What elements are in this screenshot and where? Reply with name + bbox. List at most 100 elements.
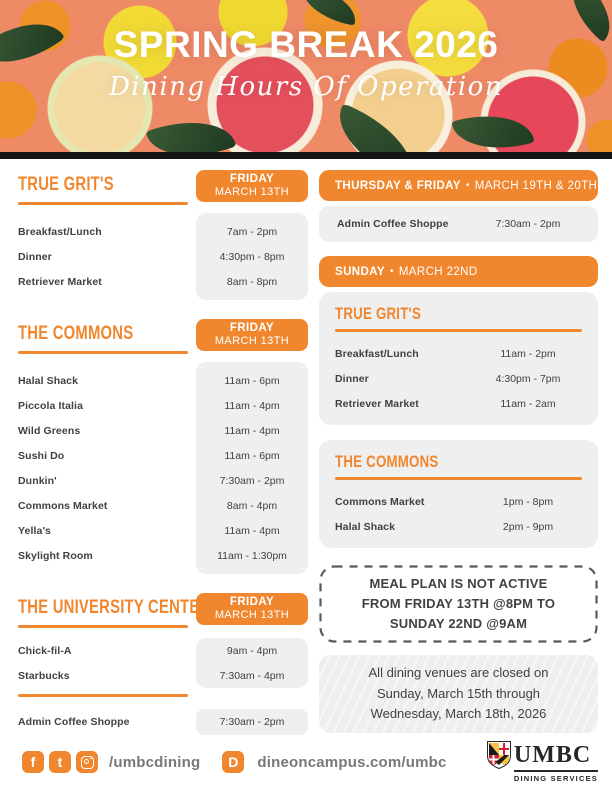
- dineoncampus-icon[interactable]: D: [222, 751, 245, 773]
- section-title: TRUE GRIT'S: [335, 304, 422, 323]
- main-content: TRUE GRIT'S FRIDAY MARCH 13TH Breakfast/…: [0, 159, 612, 754]
- venue-name: Dinner: [18, 250, 52, 263]
- venue-name: Admin Coffee Shoppe: [337, 218, 449, 230]
- venue-name: Chick-fil-A: [18, 644, 72, 657]
- section-university-center: THE UNIVERSITY CENTER FRIDAY MARCH 13TH …: [18, 593, 308, 735]
- venue-hours: 11am - 1:30pm: [217, 549, 287, 562]
- twitter-icon[interactable]: t: [49, 751, 71, 773]
- page-title: SPRING BREAK 2026: [113, 24, 499, 65]
- banner-dates: MARCH 19TH & 20TH: [474, 179, 598, 192]
- hours-list-admin: Admin Coffee Shoppe 7:30am - 2pm: [18, 709, 308, 735]
- venue-hours: 1pm - 8pm: [502, 495, 554, 508]
- section-header: THE COMMONS FRIDAY MARCH 13TH: [18, 319, 308, 354]
- website-link[interactable]: dineoncampus.com/umbc: [257, 753, 447, 771]
- umbc-brand-text: UMBC: [513, 741, 592, 768]
- venue-hours: 7:30am - 2pm: [219, 474, 285, 487]
- venue-name: Dinner: [335, 372, 369, 385]
- venue-row: Halal Shack 2pm - 9pm: [335, 514, 598, 539]
- hours-list: Halal Shack 11am - 6pm Piccola Italia 11…: [18, 362, 308, 574]
- section-title-block: TRUE GRIT'S: [18, 170, 196, 205]
- venue-name: Admin Coffee Shoppe: [18, 716, 130, 728]
- hours-panel: [196, 638, 308, 688]
- banner-thursday-friday: THURSDAY & FRIDAY • MARCH 19TH & 20TH: [319, 170, 598, 201]
- instagram-lens-glyph: [83, 758, 89, 764]
- notice-line: All dining venues are closed on: [368, 664, 549, 680]
- venue-hours: 11am - 4pm: [224, 524, 280, 537]
- venue-hours: 4:30pm - 7pm: [495, 372, 561, 385]
- venue-name: Breakfast/Lunch: [18, 225, 102, 238]
- section-title-block: THE COMMONS: [18, 319, 196, 354]
- badge-date: MARCH 13TH: [214, 186, 290, 199]
- venue-row: Piccola Italia 11am - 4pm: [18, 393, 308, 418]
- hero-banner: SPRING BREAK 2026 Dining Hours Of Operat…: [0, 0, 612, 152]
- footer: f t /umbcdining D dineoncampus.com/umbc: [0, 740, 612, 784]
- section-underline: [18, 625, 188, 628]
- venue-name: Dunkin': [18, 474, 57, 487]
- instagram-icon[interactable]: [76, 751, 98, 773]
- badge-day: FRIDAY: [229, 596, 275, 609]
- instagram-dot-glyph: [89, 757, 92, 760]
- card-true-grits-sunday: TRUE GRIT'S Breakfast/Lunch 11am - 2pm D…: [319, 292, 598, 425]
- hours-panel: [196, 213, 308, 300]
- dashed-border: [319, 565, 598, 643]
- venue-hours: 8am - 8pm: [226, 275, 278, 288]
- venue-name: Breakfast/Lunch: [335, 347, 419, 360]
- venue-row: Dunkin' 7:30am - 2pm: [18, 468, 308, 493]
- venue-hours: 9am - 4pm: [226, 644, 278, 657]
- venue-name: Piccola Italia: [18, 399, 84, 412]
- venue-row: Retriever Market 11am - 2am: [335, 391, 598, 416]
- venue-row: Dinner 4:30pm - 8pm: [18, 244, 308, 269]
- venue-name: Yella's: [18, 524, 51, 537]
- venue-name: Sushi Do: [18, 449, 65, 462]
- venue-row: Retriever Market 8am - 8pm: [18, 269, 308, 294]
- section-true-grits: TRUE GRIT'S FRIDAY MARCH 13TH Breakfast/…: [18, 170, 308, 300]
- hours-list: Breakfast/Lunch 7am - 2pm Dinner 4:30pm …: [18, 213, 308, 300]
- venue-name: Commons Market: [18, 499, 108, 512]
- bullet-separator: •: [465, 180, 470, 191]
- leaf-decoration: [297, 0, 361, 26]
- section-header: THE UNIVERSITY CENTER FRIDAY MARCH 13TH: [18, 593, 308, 628]
- venue-row: Admin Coffee Shoppe 7:30am - 2pm: [18, 709, 308, 735]
- venue-hours: 11am - 6pm: [224, 374, 280, 387]
- divider-bar: [0, 152, 612, 159]
- footer-social-group: f t /umbcdining D dineoncampus.com/umbc: [22, 751, 447, 773]
- venue-row: Dinner 4:30pm - 7pm: [335, 366, 598, 391]
- banner-sunday: SUNDAY • MARCH 22ND: [319, 256, 598, 287]
- venue-hours: 4:30pm - 8pm: [219, 250, 285, 263]
- section-underline: [335, 477, 582, 480]
- venue-hours: 11am - 2am: [500, 397, 556, 410]
- venue-row: Halal Shack 11am - 6pm: [18, 368, 308, 393]
- page-subtitle: Dining Hours Of Operation: [108, 72, 504, 102]
- venue-row: Commons Market 1pm - 8pm: [335, 489, 598, 514]
- venue-hours: 2pm - 9pm: [502, 520, 554, 533]
- notice-line: Sunday, March 15th through: [376, 685, 541, 701]
- venue-name: Halal Shack: [18, 374, 79, 387]
- venue-row: Wild Greens 11am - 4pm: [18, 418, 308, 443]
- notice-line: SUNDAY 22ND @9AM: [389, 616, 528, 632]
- leaf-decoration: [324, 103, 428, 152]
- badge-day: FRIDAY: [229, 322, 275, 335]
- umbc-division-text: DINING SERVICES: [513, 770, 598, 783]
- right-column: THURSDAY & FRIDAY • MARCH 19TH & 20TH Ad…: [319, 170, 598, 754]
- date-badge: FRIDAY MARCH 13TH: [196, 319, 308, 351]
- venue-row: Commons Market 8am - 4pm: [18, 493, 308, 518]
- banner-days: THURSDAY & FRIDAY: [335, 179, 461, 192]
- venue-hours: 11am - 4pm: [224, 424, 280, 437]
- venue-name: Retriever Market: [335, 397, 419, 410]
- facebook-icon[interactable]: f: [22, 751, 44, 773]
- section-underline: [18, 351, 188, 354]
- notice-line: MEAL PLAN IS NOT ACTIVE: [369, 575, 548, 591]
- venue-name: Halal Shack: [335, 520, 396, 533]
- venue-name: Starbucks: [18, 669, 70, 682]
- date-badge: FRIDAY MARCH 13TH: [196, 593, 308, 625]
- date-badge: FRIDAY MARCH 13TH: [196, 170, 308, 202]
- section-title: THE COMMONS: [18, 323, 134, 344]
- section-title-block: THE UNIVERSITY CENTER: [18, 593, 210, 628]
- section-divider: [18, 694, 188, 697]
- social-handle[interactable]: /umbcdining: [109, 753, 201, 771]
- leaf-decoration: [145, 106, 237, 152]
- venue-hours: 7:30am - 4pm: [219, 669, 285, 682]
- hours-panel: [196, 362, 308, 574]
- venue-row: Breakfast/Lunch 7am - 2pm: [18, 219, 308, 244]
- left-column: TRUE GRIT'S FRIDAY MARCH 13TH Breakfast/…: [18, 170, 308, 754]
